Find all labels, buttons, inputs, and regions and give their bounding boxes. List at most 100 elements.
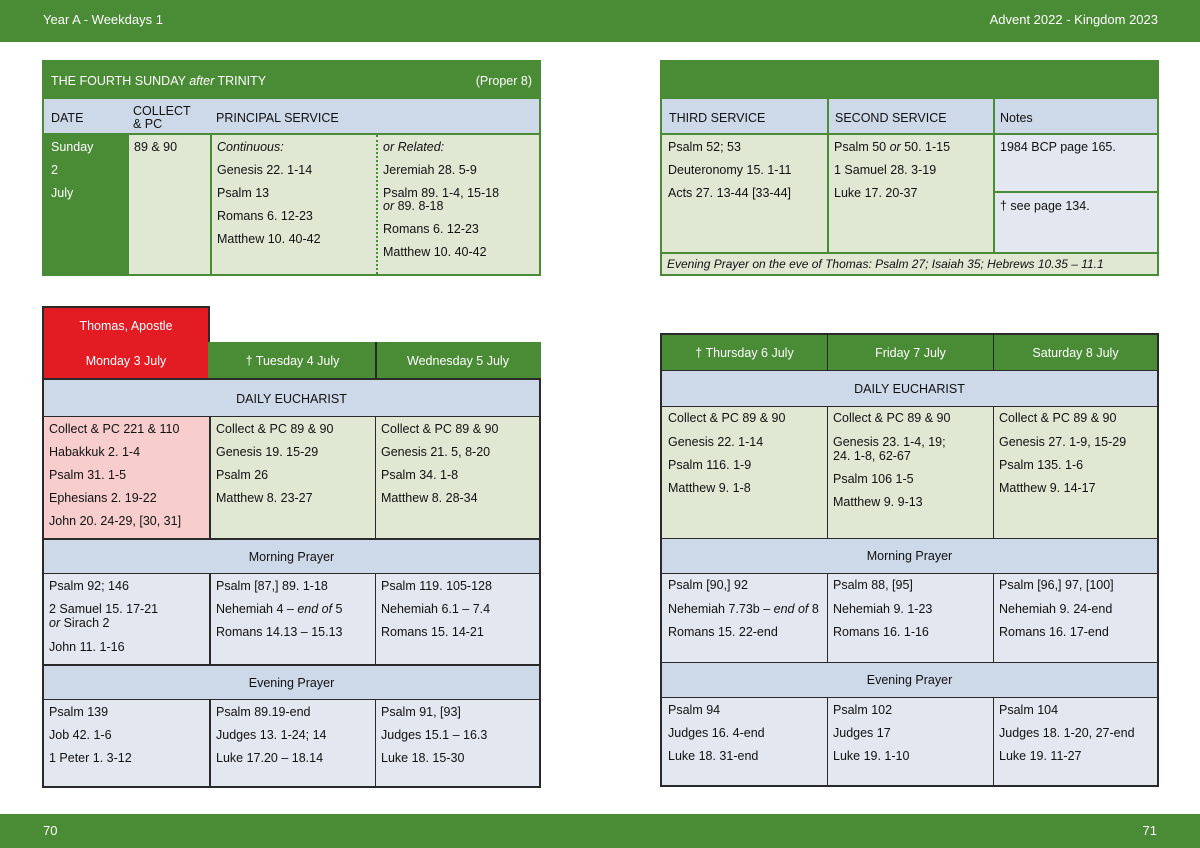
page-number-left: 70 [43, 823, 58, 838]
sunday-table: THE FOURTH SUNDAY after TRINITY (Proper … [42, 60, 541, 276]
morning-label-row: Morning Prayer [44, 538, 539, 574]
date-month: July [51, 186, 74, 200]
day-wednesday: Wednesday 5 July [407, 354, 509, 368]
reading: Luke 18. 15-30 [381, 751, 465, 765]
reading: Matthew 8. 28-34 [381, 491, 478, 505]
eucharist-label-row: DAILY EUCHARIST [44, 380, 539, 417]
morning-label: Morning Prayer [866, 549, 953, 563]
reading: Matthew 8. 23-27 [216, 491, 313, 505]
reading: Nehemiah 9. 24-end [999, 602, 1113, 616]
reading: Collect & PC 89 & 90 [833, 411, 951, 425]
reading: Psalm 26 [216, 468, 269, 482]
column-divider [993, 99, 995, 252]
reading: Collect & PC 89 & 90 [999, 411, 1117, 425]
continuous-reading: Matthew 10. 40-42 [217, 232, 321, 246]
evening-monday: Psalm 139 Job 42. 1-6 1 Peter 1. 3-12 [44, 700, 209, 786]
day-tuesday: † Tuesday 4 July [245, 354, 340, 368]
reading: Psalm 106 1-5 [833, 472, 914, 486]
reading: Job 42. 1-6 [49, 728, 112, 742]
date-number: 2 [51, 163, 58, 177]
reading: John 11. 1-16 [49, 640, 125, 654]
reading: Psalm 89.19-end [216, 705, 311, 719]
related-reading-alt: or 89. 8-18 [383, 199, 444, 213]
col-collect-2: & PC [133, 117, 163, 131]
right-evening-row: Psalm 94 Judges 16. 4-end Luke 18. 31-en… [662, 698, 1157, 785]
reading: Judges 17 [833, 726, 891, 740]
reading: Ephesians 2. 19-22 [49, 491, 157, 505]
col-second-service: SECOND SERVICE [835, 111, 947, 125]
reading: Collect & PC 89 & 90 [668, 411, 786, 425]
right-morning-label-row: Morning Prayer [662, 538, 1157, 574]
services-table: THIRD SERVICE SECOND SERVICE Notes Psalm… [660, 60, 1159, 276]
related-reading: Romans 6. 12-23 [383, 222, 479, 236]
reading: Judges 18. 1-20, 27-end [999, 726, 1135, 740]
sunday-title: THE FOURTH SUNDAY after TRINITY [51, 74, 267, 88]
eucharist-wednesday: Collect & PC 89 & 90 Genesis 21. 5, 8-20… [375, 417, 539, 538]
reading: Genesis 22. 1-14 [668, 435, 764, 449]
reading: Romans 15. 22-end [668, 625, 778, 639]
reading: Nehemiah 7.73b – end of 8 [668, 602, 819, 616]
reading: Matthew 9. 1-8 [668, 481, 751, 495]
reading: Genesis 19. 15-29 [216, 445, 319, 459]
right-eucharist-label-row: DAILY EUCHARIST [662, 371, 1157, 407]
collect-value: 89 & 90 [134, 140, 178, 154]
reading: Luke 19. 1-10 [833, 749, 910, 763]
reading: Psalm 116. 1-9 [668, 458, 752, 472]
sunday-collect-cell: 89 & 90 [127, 135, 210, 274]
reading: Nehemiah 6.1 – 7.4 [381, 602, 491, 616]
sunday-header-row: DATE COLLECT & PC PRINCIPAL SERVICE [44, 99, 539, 135]
continuous-reading: Psalm 13 [217, 186, 270, 200]
reading: Romans 14.13 – 15.13 [216, 625, 343, 639]
col-third-service: THIRD SERVICE [669, 111, 766, 125]
reading: 2 Samuel 15. 17-21 [49, 602, 159, 616]
reading: Romans 16. 1-16 [833, 625, 929, 639]
reading: Psalm [87,] 89. 1-18 [216, 579, 328, 593]
reading: Psalm [90,] 92 [668, 578, 748, 592]
day-friday: Friday 7 July [875, 346, 946, 360]
eucharist-label: DAILY EUCHARIST [854, 382, 965, 396]
reading: Psalm 94 [668, 703, 721, 717]
proper-label: (Proper 8) [475, 74, 532, 88]
day-saturday: Saturday 8 July [1032, 346, 1119, 360]
col-principal: PRINCIPAL SERVICE [216, 111, 339, 125]
right-week-table: † Thursday 6 July Friday 7 July Saturday… [660, 333, 1159, 787]
reading: Psalm [96,] 97, [100] [999, 578, 1114, 592]
header-left: Year A - Weekdays 1 [43, 12, 163, 27]
eucharist-monday: Collect & PC 221 & 110 Habakkuk 2. 1-4 P… [44, 417, 209, 538]
evening-tuesday: Psalm 89.19-end Judges 13. 1-24; 14 Luke… [209, 700, 375, 786]
column-divider [827, 99, 829, 252]
reading: Psalm 102 [833, 703, 893, 717]
continuous-reading: Romans 6. 12-23 [217, 209, 313, 223]
reading: Psalm 139 [49, 705, 109, 719]
day-thursday: † Thursday 6 July [695, 346, 794, 360]
reading: Habakkuk 2. 1-4 [49, 445, 141, 459]
reading: Luke 17.20 – 18.14 [216, 751, 324, 765]
note-text: † see page 134. [1000, 199, 1090, 213]
reading: Luke 18. 31-end [668, 749, 759, 763]
reading: Psalm 135. 1-6 [999, 458, 1084, 472]
reading: Psalm 92; 146 [49, 579, 129, 593]
eucharist-tuesday: Collect & PC 89 & 90 Genesis 19. 15-29 P… [209, 417, 375, 538]
notes-cell-2: † see page 134. [995, 193, 1157, 252]
reading: Genesis 27. 1-9, 15-29 [999, 435, 1127, 449]
col-date: DATE [51, 111, 84, 125]
reading: Collect & PC 221 & 110 [49, 422, 180, 436]
reading: Psalm 34. 1-8 [381, 468, 459, 482]
right-evening-label-row: Evening Prayer [662, 662, 1157, 698]
second-reading: Luke 17. 20-37 [834, 186, 918, 200]
reading: Matthew 9. 14-17 [999, 481, 1096, 495]
reading: Luke 19. 11-27 [999, 749, 1082, 763]
reading: Romans 16. 17-end [999, 625, 1109, 639]
continuous-label: Continuous: [217, 140, 284, 154]
second-reading: Psalm 50 or 50. 1-15 [834, 140, 951, 154]
reading: Matthew 9. 9-13 [833, 495, 923, 509]
left-week-body: DAILY EUCHARIST Collect & PC 221 & 110 H… [42, 378, 541, 788]
reading: 24. 1-8, 62-67 [833, 449, 911, 463]
reading: Genesis 23. 1-4, 19; [833, 435, 946, 449]
evening-label: Evening Prayer [866, 673, 953, 687]
header-band: Year A - Weekdays 1 Advent 2022 - Kingdo… [0, 0, 1200, 42]
third-reading: Acts 27. 13-44 [33-44] [668, 186, 791, 200]
reading: Psalm 31. 1-5 [49, 468, 127, 482]
third-reading: Deuteronomy 15. 1-11 [668, 163, 792, 177]
reading: Judges 15.1 – 16.3 [381, 728, 488, 742]
